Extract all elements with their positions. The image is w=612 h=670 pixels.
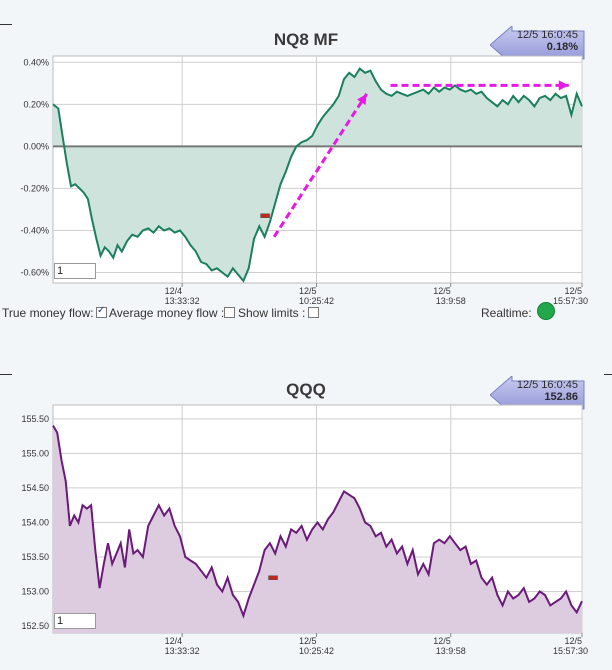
x-tick-time: 15:57:30 [553, 296, 588, 306]
annotation-arrow-line [272, 93, 368, 238]
nq8-mf-plot[interactable]: 0.40%0.20%0.00%-0.20%-0.40%-0.60%12/413:… [0, 0, 612, 330]
x-tick-time: 13:9:58 [436, 646, 466, 656]
chart-controls: True money flow: Average money flow : Sh… [2, 302, 610, 322]
true-money-flow-label: True money flow: [2, 306, 94, 320]
left-edge-dash [0, 24, 12, 25]
x-tick-date: 12/4 [165, 636, 183, 646]
series-area [53, 68, 582, 281]
y-tick-label: 153.00 [21, 587, 49, 597]
annotation-arrowhead [357, 93, 367, 105]
y-tick-label: 154.50 [21, 483, 49, 493]
x-tick-date: 12/5 [564, 636, 582, 646]
badge-time: 12/5 16:0:45 [516, 379, 578, 391]
y-tick-label: 155.00 [21, 448, 49, 458]
current-price-marker [268, 575, 278, 580]
x-tick-date: 12/5 [433, 636, 451, 646]
x-tick-time: 15:57:30 [553, 646, 588, 656]
x-tick-date: 12/5 [433, 286, 451, 296]
show-limits-label: Show limits : [238, 306, 306, 320]
y-tick-label: 153.50 [21, 552, 49, 562]
series-line [52, 67, 583, 283]
current-price-marker [260, 213, 270, 218]
x-tick-date: 12/5 [564, 286, 582, 296]
x-tick-date: 12/5 [299, 286, 317, 296]
badge-value: 152.86 [544, 391, 578, 403]
true-money-flow-checkbox[interactable] [96, 305, 107, 318]
nq8-mf-chart-panel: NQ8 MF 12/5 16:0:45 0.18% 0.40% 0.20% 0.00… [0, 0, 612, 330]
left-edge-dash [0, 374, 12, 375]
x-tick-time: 10:25:42 [299, 296, 334, 306]
x-tick-time: 13:9:58 [436, 296, 466, 306]
y-tick-label: 0.20% [23, 99, 49, 109]
y-tick-label: 0.40% [23, 57, 49, 67]
realtime-status-icon[interactable] [537, 302, 555, 320]
x-tick-time: 13:33:32 [165, 646, 200, 656]
series-area [53, 425, 582, 633]
qqq-plot[interactable]: 155.50 155.00 154.50 154.00 153.50 153.00 152.… [0, 350, 612, 670]
y-tick-label: -0.60% [20, 267, 49, 277]
period-input[interactable]: 1 [54, 263, 96, 279]
annotation-arrowhead [558, 80, 569, 91]
badge-time: 12/5 16:0:45 [516, 29, 578, 41]
x-tick-time: 10:25:42 [299, 646, 334, 656]
y-tick-label: 152.50 [21, 621, 49, 631]
realtime-label: Realtime: [481, 306, 532, 320]
y-tick-label: 0.00% [23, 141, 49, 151]
badge-value: 0.18% [546, 41, 578, 53]
x-tick-date: 12/4 [165, 286, 183, 296]
y-tick-label: -0.40% [20, 225, 49, 235]
qqq-chart-panel: QQQ 12/5 16:0:45 152.86 155.50 155.00 154.… [0, 350, 612, 670]
chart-title: QQQ [286, 380, 326, 399]
x-tick-date: 12/5 [299, 636, 317, 646]
y-tick-label: -0.20% [20, 183, 49, 193]
chart-title: NQ8 MF [273, 30, 339, 49]
y-tick-label: 154.00 [21, 517, 49, 527]
y-tick-label: 155.50 [21, 414, 49, 424]
right-edge-dash [604, 374, 612, 375]
average-money-flow-checkbox[interactable] [224, 307, 235, 318]
show-limits-checkbox[interactable] [308, 307, 319, 318]
x-tick-time: 13:33:32 [165, 296, 200, 306]
period-input[interactable]: 1 [54, 613, 96, 629]
series-line [52, 425, 583, 619]
average-money-flow-label: Average money flow : [109, 306, 225, 320]
